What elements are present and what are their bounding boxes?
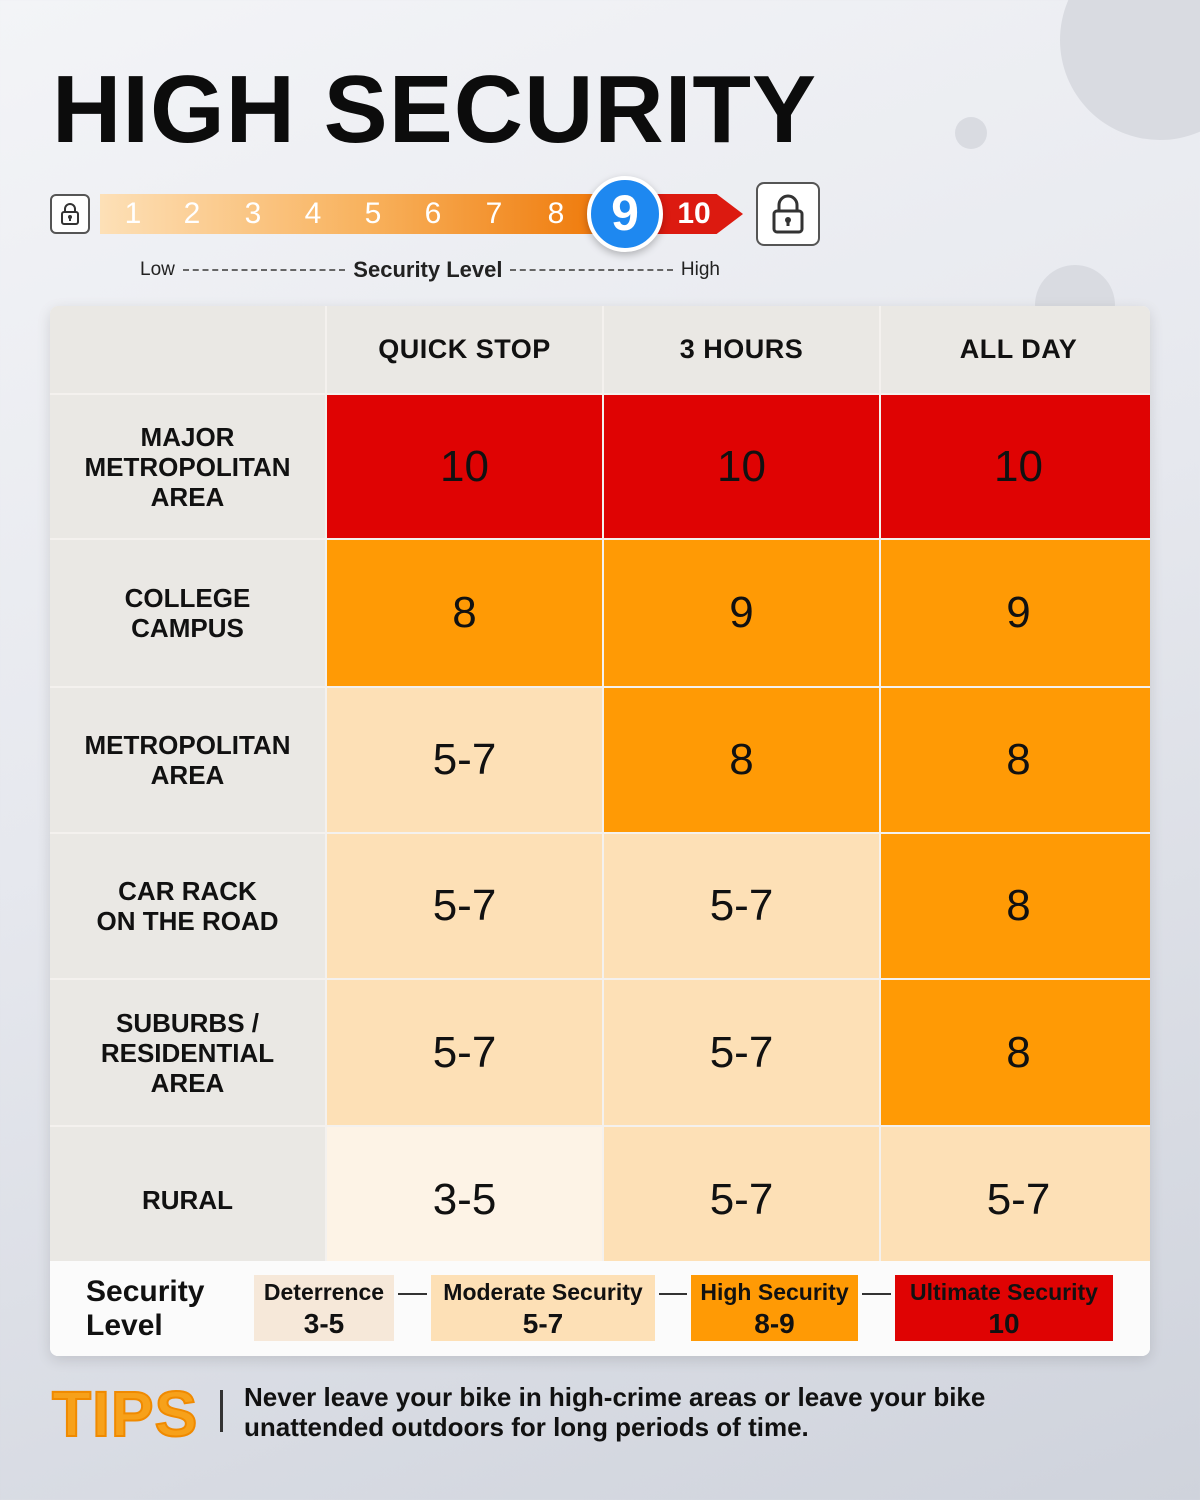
lock-closed-icon — [756, 182, 820, 246]
security-level-cell: 9 — [604, 540, 879, 686]
legend-title: Security Level — [86, 1275, 205, 1342]
scale-level-number: 8 — [547, 197, 565, 230]
legend-item-range: 10 — [988, 1308, 1020, 1339]
legend-item-range: 3-5 — [303, 1308, 345, 1339]
legend-item-name: Moderate Security — [443, 1279, 643, 1305]
page-title: HIGH SECURITY — [52, 56, 818, 163]
table-corner-cell — [50, 306, 325, 393]
legend-connector — [659, 1293, 687, 1295]
security-level-cell: 8 — [881, 980, 1150, 1125]
security-level-cell: 8 — [327, 540, 602, 686]
legend: Security Level Deterrence 3-5 Moderate Sec… — [50, 1261, 1150, 1356]
security-level-cell: 8 — [881, 688, 1150, 832]
security-grid: QUICK STOP 3 HOURS ALL DAY MAJOR METROPOLIT… — [50, 306, 1150, 1272]
scale-level-number: 4 — [304, 197, 322, 230]
legend-item-name: Ultimate Security — [910, 1279, 1098, 1305]
row-header: METROPOLITAN AREA — [50, 688, 325, 832]
legend-connector — [398, 1293, 427, 1295]
scale-high-label: High — [680, 259, 720, 280]
legend-item-name: Deterrence — [263, 1279, 385, 1305]
security-level-cell: 8 — [881, 834, 1150, 978]
row-header: CAR RACK ON THE ROAD — [50, 834, 325, 978]
security-level-cell: 9 — [881, 540, 1150, 686]
scale-level-number: 7 — [485, 197, 503, 230]
column-header: ALL DAY — [881, 306, 1150, 393]
security-level-cell: 5-7 — [604, 980, 879, 1125]
decorative-circle — [1060, 0, 1200, 140]
legend-item: Ultimate Security 10 — [895, 1275, 1113, 1341]
scale-low-label: Low — [140, 259, 175, 280]
security-level-cell: 5-7 — [327, 688, 602, 832]
scale-label-row: Low Security Level High — [140, 256, 720, 284]
security-level-cell: 10 — [604, 395, 879, 538]
legend-item-range: 5-7 — [522, 1308, 564, 1339]
row-header: RURAL — [50, 1127, 325, 1272]
legend-item: Moderate Security 5-7 — [431, 1275, 655, 1341]
decorative-dot — [955, 117, 987, 149]
scale-level-number: 6 — [424, 197, 442, 230]
row-header: MAJOR METROPOLITAN AREA — [50, 395, 325, 538]
scale-level-number: 3 — [244, 197, 262, 230]
legend-item: High Security 8-9 — [691, 1275, 858, 1341]
security-level-cell: 10 — [327, 395, 602, 538]
scale-max-level: 10 — [677, 197, 711, 230]
security-level-cell: 5-7 — [881, 1127, 1150, 1272]
scale-current-level: 9 — [587, 176, 663, 252]
security-level-cell: 8 — [604, 688, 879, 832]
scale-level-number: 2 — [183, 197, 201, 230]
security-level-cell: 10 — [881, 395, 1150, 538]
security-level-cell: 3-5 — [327, 1127, 602, 1272]
legend-item-name: High Security — [700, 1279, 849, 1305]
column-header: 3 HOURS — [604, 306, 879, 393]
dashed-line — [510, 269, 673, 271]
security-level-cell: 5-7 — [327, 980, 602, 1125]
column-header: QUICK STOP — [327, 306, 602, 393]
tips-text: Never leave your bike in high-crime area… — [244, 1382, 986, 1442]
dashed-line — [182, 269, 346, 271]
legend-item: Deterrence 3-5 — [254, 1275, 394, 1341]
tips-heading: TIPS — [51, 1378, 199, 1450]
scale-level-number: 5 — [364, 197, 382, 230]
legend-connector — [862, 1293, 891, 1295]
security-level-cell: 5-7 — [327, 834, 602, 978]
scale-level-number: 1 — [124, 197, 142, 230]
security-table: QUICK STOP 3 HOURS ALL DAY MAJOR METROPOLIT… — [50, 306, 1150, 1356]
scale-title-label: Security Level — [353, 257, 503, 282]
lock-open-icon — [50, 194, 90, 234]
row-header: SUBURBS / RESIDENTIAL AREA — [50, 980, 325, 1125]
security-level-cell: 5-7 — [604, 1127, 879, 1272]
security-level-cell: 5-7 — [604, 834, 879, 978]
row-header: COLLEGE CAMPUS — [50, 540, 325, 686]
tips-divider — [220, 1390, 223, 1432]
legend-item-range: 8-9 — [754, 1308, 795, 1339]
